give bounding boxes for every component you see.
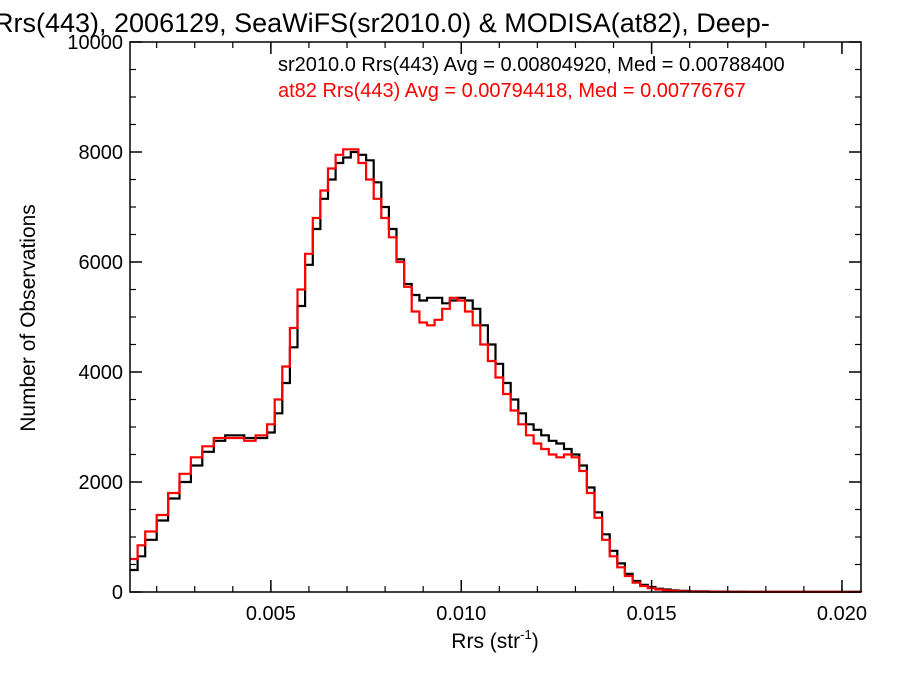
y-tick-label: 8000 bbox=[79, 142, 124, 164]
x-axis-label-superscript: -1 bbox=[520, 627, 532, 642]
x-axis-label-main: Rrs (str bbox=[451, 630, 520, 653]
x-axis-label-close: ) bbox=[532, 630, 539, 653]
y-tick-label: 6000 bbox=[79, 252, 124, 274]
legend-annotation-at82: at82 Rrs(443) Avg = 0.00794418, Med = 0.… bbox=[278, 80, 746, 102]
y-tick-label: 2000 bbox=[79, 472, 124, 494]
x-tick-label: 0.010 bbox=[436, 603, 486, 625]
y-axis-label: Number of Observations bbox=[17, 204, 40, 432]
ticks-layer: 0.005 0.010 0.015 0.020 0 2000 4000 6000 8000 100… bbox=[67, 32, 867, 625]
series-layer bbox=[130, 148, 863, 593]
series-line-at82 bbox=[130, 148, 863, 593]
y-tick-label: 0 bbox=[112, 582, 123, 604]
x-tick-label: 0.015 bbox=[627, 603, 677, 625]
legend-annotation-sr2010: sr2010.0 Rrs(443) Avg = 0.00804920, Med … bbox=[278, 54, 785, 76]
x-axis-label: Rrs (str-1) bbox=[451, 627, 538, 653]
y-tick-label: 4000 bbox=[79, 362, 124, 384]
x-tick-label: 0.020 bbox=[817, 603, 867, 625]
chart-title: Rrs(443), 2006129, SeaWiFS(sr2010.0) & M… bbox=[0, 8, 770, 38]
x-tick-label: 0.005 bbox=[246, 603, 296, 625]
plot-frame bbox=[129, 41, 862, 593]
y-tick-label: 10000 bbox=[67, 32, 123, 54]
